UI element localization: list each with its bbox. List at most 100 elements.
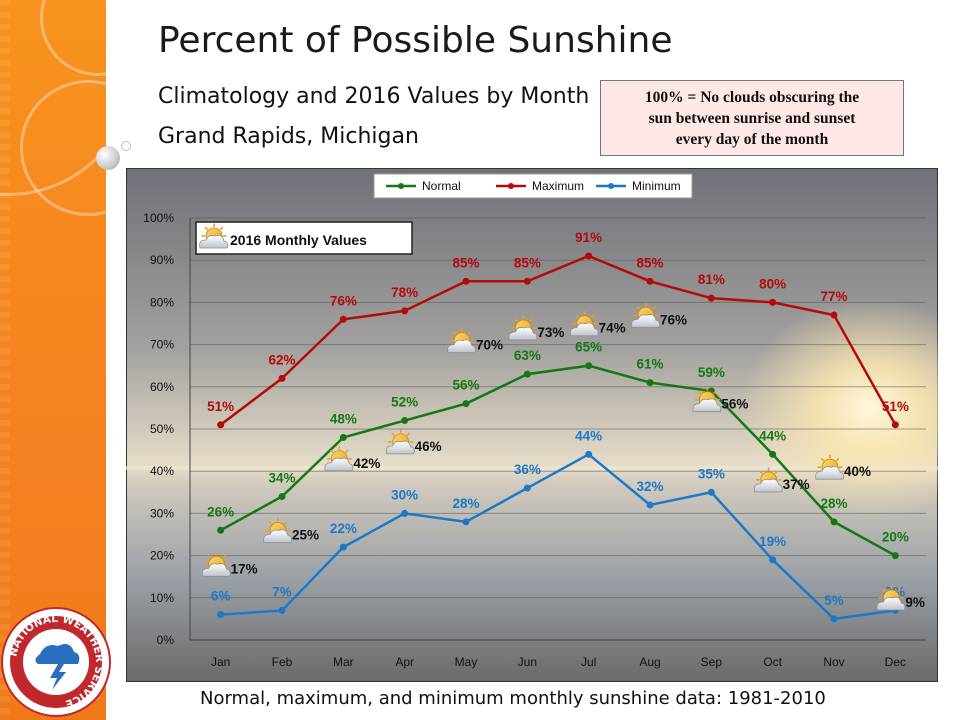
series-point-minimum bbox=[585, 450, 593, 458]
legend-marker bbox=[608, 183, 614, 189]
data-label-maximum: 77% bbox=[820, 289, 847, 304]
x-tick-label: Aug bbox=[639, 655, 660, 669]
y-tick-label: 0% bbox=[157, 633, 175, 647]
cloud-shape bbox=[692, 398, 722, 413]
y-tick-label: 50% bbox=[150, 422, 174, 436]
partly-cloudy-icon bbox=[508, 315, 538, 341]
data-label-normal: 34% bbox=[268, 471, 295, 486]
cloud-shape bbox=[201, 563, 231, 577]
sun-glow bbox=[741, 298, 960, 518]
sun-ray bbox=[575, 314, 579, 318]
definition-note: 100% = No clouds obscuring the sun betwe… bbox=[600, 80, 904, 156]
series-point-normal bbox=[769, 450, 777, 458]
partly-cloudy-icon bbox=[569, 311, 599, 337]
series-point-maximum bbox=[646, 277, 654, 285]
series-point-minimum bbox=[278, 606, 286, 614]
annotation-value: 37% bbox=[783, 477, 810, 492]
series-line-maximum bbox=[219, 254, 897, 426]
y-tick-label: 40% bbox=[150, 464, 174, 478]
sun-ray bbox=[204, 226, 209, 231]
cloud-shape bbox=[324, 457, 354, 472]
y-tick-label: 100% bbox=[143, 211, 174, 225]
partly-cloudy-icon bbox=[201, 551, 231, 577]
sunshine-chart: 0% 10% 20% 30% 40% 50% 60% 70% 80% 90% 100% Jan Feb… bbox=[125, 167, 960, 683]
series-point-maximum bbox=[891, 421, 899, 429]
partly-cloudy-icon bbox=[447, 328, 476, 354]
annotation-value: 73% bbox=[537, 325, 564, 340]
series-point-normal bbox=[339, 433, 347, 441]
note-line: 100% = No clouds obscuring the bbox=[644, 89, 860, 106]
annotation-value: 9% bbox=[905, 595, 925, 610]
data-label-normal: 65% bbox=[575, 340, 602, 355]
page-title: Percent of Possible Sunshine bbox=[158, 20, 673, 61]
sidebar-stripes bbox=[0, 0, 10, 720]
x-axis-ticks: Jan Feb Mar Apr May Jun Jul Aug Sep Oct Nov Dec bbox=[211, 655, 906, 669]
data-label-maximum: 81% bbox=[698, 272, 725, 287]
sun-ray bbox=[697, 390, 702, 394]
sun-ray bbox=[513, 318, 518, 323]
series-line-minimum bbox=[220, 452, 896, 621]
annotation-legend-icon bbox=[199, 223, 228, 249]
legend-box bbox=[373, 173, 693, 199]
annotation-value: 74% bbox=[599, 321, 626, 336]
data-label-normal: 28% bbox=[820, 496, 847, 511]
annotation-value: 17% bbox=[231, 561, 258, 576]
decorative-orb bbox=[96, 146, 120, 170]
data-label-minimum: 36% bbox=[514, 462, 541, 477]
data-label-normal: 20% bbox=[882, 530, 909, 545]
sun-ray bbox=[651, 305, 656, 310]
series-line-normal bbox=[220, 364, 896, 557]
data-label-normal: 44% bbox=[759, 428, 786, 443]
series-point-minimum bbox=[523, 484, 531, 492]
cloud-shape bbox=[815, 465, 844, 480]
annotation-value: 70% bbox=[476, 338, 503, 353]
series-point-maximum bbox=[278, 374, 286, 382]
partly-cloudy-icon bbox=[876, 585, 906, 611]
page-subtitle: Climatology and 2016 Values by Month bbox=[158, 84, 590, 109]
legend-label: Normal bbox=[422, 179, 461, 193]
sun-ray bbox=[268, 521, 273, 525]
partly-cloudy-icon bbox=[815, 454, 844, 480]
data-label-minimum: 22% bbox=[330, 521, 357, 536]
series-point-normal bbox=[462, 400, 470, 408]
series-point-maximum bbox=[523, 277, 531, 285]
sun-ray bbox=[222, 554, 227, 559]
partly-cloudy-icon bbox=[324, 446, 354, 472]
x-tick-label: Dec bbox=[885, 655, 906, 669]
cloud-shape bbox=[631, 314, 660, 328]
grid-lines bbox=[189, 217, 926, 641]
data-label-maximum: 85% bbox=[514, 255, 541, 270]
series-point-minimum bbox=[462, 518, 470, 526]
data-label-normal: 61% bbox=[636, 357, 663, 372]
series-point-maximum bbox=[585, 252, 593, 260]
sun-ray bbox=[529, 318, 533, 323]
x-tick-label: May bbox=[455, 655, 478, 669]
data-label-normal: 56% bbox=[452, 378, 479, 393]
legend-marker bbox=[508, 183, 514, 189]
partly-cloudy-icon bbox=[631, 302, 660, 328]
location-label: Grand Rapids, Michigan bbox=[158, 124, 419, 149]
y-tick-label: 80% bbox=[150, 295, 174, 309]
series-point-maximum bbox=[217, 421, 225, 429]
data-label-maximum: 85% bbox=[452, 255, 479, 270]
x-tick-label: Mar bbox=[333, 655, 354, 669]
sun-ray bbox=[835, 457, 840, 462]
cloud-shape bbox=[569, 322, 599, 337]
series-point-normal bbox=[830, 518, 838, 526]
data-label-maximum: 51% bbox=[882, 399, 909, 414]
sun-ray bbox=[713, 390, 717, 394]
nws-logo: NATIONAL WEATHER SERVICE bbox=[1, 607, 111, 717]
cloud-shape bbox=[385, 440, 415, 455]
sun-ray bbox=[590, 314, 595, 318]
data-label-minimum: 6% bbox=[211, 589, 231, 604]
sun-ray bbox=[283, 521, 288, 525]
y-axis-ticks: 0% 10% 20% 30% 40% 50% 60% 70% 80% 90% 100% bbox=[143, 211, 174, 647]
sun-ray bbox=[820, 457, 825, 462]
sun-ray bbox=[636, 305, 641, 310]
sun-ray bbox=[897, 588, 901, 593]
data-label-maximum: 91% bbox=[575, 230, 602, 245]
series-point-maximum bbox=[401, 307, 409, 315]
data-label-normal: 26% bbox=[207, 504, 234, 519]
x-tick-label: Apr bbox=[395, 655, 414, 669]
chart-svg: 0% 10% 20% 30% 40% 50% 60% 70% 80% 90% 100% Jan Feb… bbox=[125, 167, 960, 683]
